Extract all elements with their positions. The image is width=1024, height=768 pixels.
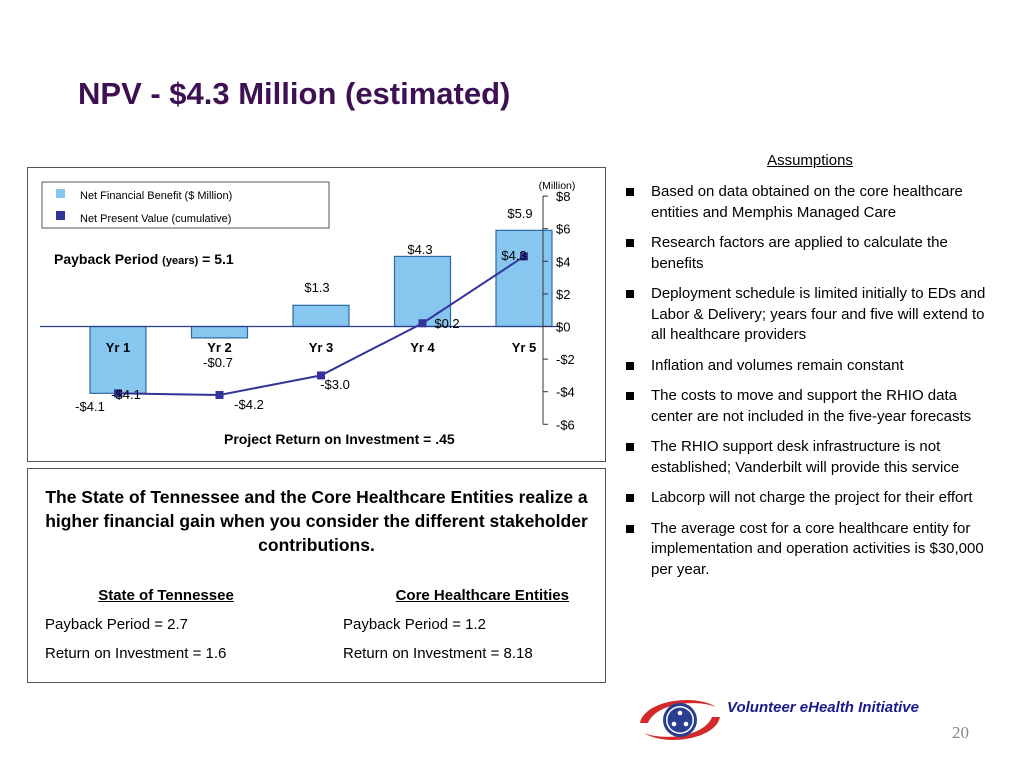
line-value-label: $4.3 — [501, 248, 526, 263]
project-roi: Project Return on Investment = .45 — [224, 431, 455, 447]
benefit-bar — [292, 304, 350, 328]
benefit-bar — [393, 255, 452, 328]
assumption-item: Labcorp will not charge the project for … — [624, 488, 1000, 509]
legend-label-benefit: Net Financial Benefit ($ Million) — [80, 190, 232, 202]
assumption-text: Deployment schedule is limited initially… — [651, 285, 986, 343]
y-tick-label: $2 — [556, 287, 570, 302]
assumption-item: Based on data obtained on the core healt… — [624, 182, 1000, 223]
y-tick-label: -$4 — [556, 385, 575, 400]
state-title: State of Tennessee — [98, 587, 234, 604]
assumption-item: The RHIO support desk infrastructure is … — [624, 437, 1000, 478]
page-number: 20 — [952, 723, 969, 742]
assumption-item: Inflation and volumes remain constant — [624, 356, 1000, 377]
y-tick-label: -$6 — [556, 417, 575, 432]
category-label: Yr 5 — [512, 340, 537, 355]
assumption-text: The RHIO support desk infrastructure is … — [651, 438, 960, 476]
assumption-item: Deployment schedule is limited initially… — [624, 284, 1000, 346]
state-payback: Payback Period = 2.7 — [45, 616, 189, 633]
assumption-text: The costs to move and support the RHIO d… — [651, 387, 972, 425]
unit-label: (Million) — [539, 180, 576, 192]
category-label: Yr 4 — [410, 340, 435, 355]
bar-value-label: -$4.1 — [75, 399, 105, 414]
entities-title: Core Healthcare Entities — [395, 587, 569, 604]
legend-swatch-benefit — [56, 189, 65, 198]
npv-point — [215, 390, 224, 399]
bar-value-label: -$0.7 — [203, 355, 233, 370]
bullet-icon — [626, 290, 634, 298]
bar-value-label: $1.3 — [304, 280, 329, 295]
slide-title: NPV - $4.3 Million (estimated) — [78, 76, 511, 111]
bullet-icon — [626, 239, 634, 247]
payback-part: = 5.1 — [198, 251, 234, 267]
category-label: Yr 2 — [207, 340, 232, 355]
assumption-item: The costs to move and support the RHIO d… — [624, 386, 1000, 427]
line-value-label: -$4.1 — [111, 387, 141, 402]
y-tick-label: $6 — [556, 222, 570, 237]
state-roi: Return on Investment = 1.6 — [45, 645, 227, 662]
npv-point — [317, 371, 325, 380]
npv-point — [520, 252, 528, 261]
assumption-text: The average cost for a core healthcare e… — [651, 519, 984, 578]
npv-chart-svg: $8 $6 $4 $2 $0 -$2 -$4 -$6 (Million) Yr 1 Yr 2 Yr 3… — [40, 180, 576, 447]
bullet-icon — [626, 494, 634, 502]
benefit-bar — [89, 325, 147, 394]
assumption-text: Inflation and volumes remain constant — [651, 356, 904, 374]
assumption-text: Labcorp will not charge the project for … — [651, 489, 973, 506]
entities-column: Core Healthcare Entities Payback Period … — [343, 587, 569, 674]
bullet-icon — [626, 524, 634, 533]
org-name: Volunteer eHealth Initiative — [727, 699, 919, 716]
bullet-icon — [626, 188, 634, 196]
assumptions-title: Assumptions — [767, 152, 853, 169]
category-label: Yr 3 — [309, 340, 334, 355]
assumption-item: Research factors are applied to calculat… — [624, 233, 1000, 274]
npv-point — [114, 389, 122, 398]
stakeholder-heading: The State of Tennessee and the Core Heal… — [45, 487, 588, 555]
line-value-label: $0.2 — [434, 316, 459, 331]
legend-box — [41, 181, 330, 229]
bar-value-label: $4.3 — [407, 242, 432, 257]
payback-part: Payback Period — [54, 251, 162, 267]
npv-chart: $8 $6 $4 $2 $0 -$2 -$4 -$6 (Million) Yr 1 Yr 2 Yr 3… — [27, 167, 606, 462]
npv-point — [418, 319, 427, 328]
legend-swatch-npv — [56, 211, 65, 220]
entities-roi: Return on Investment = 8.18 — [343, 645, 533, 662]
y-tick-label: -$2 — [556, 352, 575, 367]
category-label: Yr 1 — [106, 340, 131, 355]
y-tick-label: $0 — [556, 320, 570, 335]
bullet-icon — [626, 392, 634, 400]
y-tick-label: $8 — [556, 189, 570, 204]
benefit-bar — [190, 325, 249, 339]
assumptions-list: Based on data obtained on the core healt… — [624, 182, 1000, 590]
volunteer-ehealth-logo — [640, 700, 720, 740]
assumption-item: The average cost for a core healthcare e… — [624, 519, 1000, 581]
state-column: State of Tennessee Payback Period = 2.7 … — [45, 587, 287, 674]
benefit-bar — [495, 229, 553, 328]
payback-part: (years) — [162, 255, 198, 267]
assumption-text: Based on data obtained on the core healt… — [651, 183, 963, 221]
y-tick-label: $4 — [556, 254, 570, 269]
stakeholder-box: The State of Tennessee and the Core Heal… — [27, 468, 606, 683]
bullet-icon — [626, 361, 634, 370]
legend-label-npv: Net Present Value (cumulative) — [80, 213, 231, 225]
bar-value-label: $5.9 — [507, 206, 532, 221]
line-value-label: -$3.0 — [320, 377, 350, 392]
line-value-label: -$4.2 — [234, 397, 264, 412]
entities-payback: Payback Period = 1.2 — [343, 616, 487, 633]
assumption-text: Research factors are applied to calculat… — [651, 234, 948, 272]
payback-period: Payback Period (years) = 5.1 — [54, 251, 234, 267]
bullet-icon — [626, 443, 634, 451]
